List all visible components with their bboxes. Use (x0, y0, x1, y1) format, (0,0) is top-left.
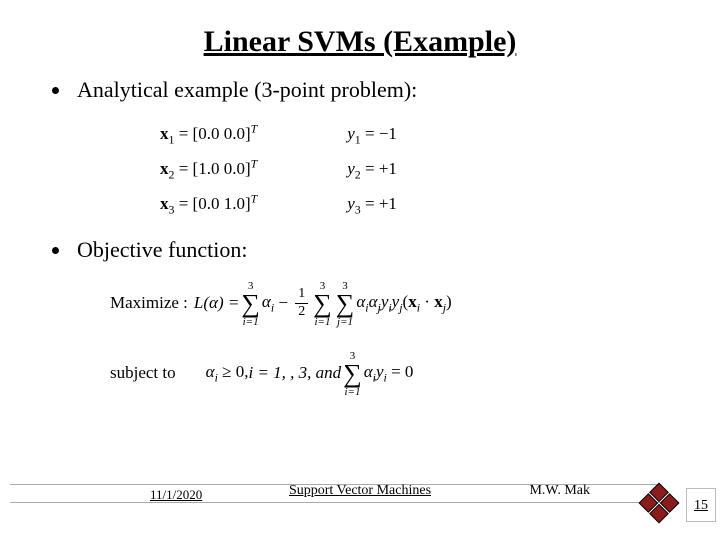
logo-icon (636, 480, 682, 526)
objective-block: Maximize : L(α) = 3∑i=1 αi − 12 3∑i=1 3∑… (110, 281, 680, 397)
bullet-dot-icon (52, 87, 59, 94)
sum-term: αiαjyiyj(xi · xj) (356, 292, 451, 315)
sigma-icon: 3∑i=1 (343, 351, 362, 397)
half-frac: 12 (295, 286, 308, 321)
footer-center: Support Vector Machines (0, 483, 720, 499)
footer-author: M.W. Mak (529, 483, 590, 499)
bullet-1-text: Analytical example (3-point problem): (77, 77, 417, 103)
maximize-row: Maximize : L(α) = 3∑i=1 αi − 12 3∑i=1 3∑… (110, 281, 680, 327)
L-alpha: L(α) = (194, 293, 239, 313)
minus: − (274, 293, 292, 313)
point-row-3: x3 = [0.0 1.0]T y3 = +1 (160, 187, 680, 222)
constraint-3: αiyi = 0 (364, 362, 414, 385)
page-number: 15 (686, 488, 716, 522)
subject-to-row: subject to αi ≥ 0, i = 1, , 3, and 3∑i=1… (110, 351, 680, 397)
footer-rule-icon (10, 502, 660, 503)
points-block: x1 = [0.0 0.0]T y1 = −1 x2 = [1.0 0.0]T … (160, 117, 680, 223)
y1: y1 = −1 (347, 117, 397, 152)
footer: 11/1/2020 Support Vector Machines M.W. M… (0, 480, 720, 514)
sigma-icon: 3∑j=1 (336, 281, 355, 327)
sigma-icon: 3∑i=1 (241, 281, 260, 327)
point-row-2: x2 = [1.0 0.0]T y2 = +1 (160, 152, 680, 187)
x2: x2 = [1.0 0.0]T (160, 152, 257, 187)
slide: Linear SVMs (Example) Analytical example… (0, 0, 720, 540)
slide-title: Linear SVMs (Example) (40, 25, 680, 59)
y2: y2 = +1 (347, 152, 397, 187)
bullet-2: Objective function: (52, 237, 680, 263)
constraint-1: αi ≥ 0, (206, 362, 249, 385)
subject-label: subject to (110, 363, 176, 383)
y3: y3 = +1 (347, 187, 397, 222)
x3: x3 = [0.0 1.0]T (160, 187, 257, 222)
bullet-dot-icon (52, 247, 59, 254)
bullet-1: Analytical example (3-point problem): (52, 77, 680, 103)
x1: x1 = [0.0 0.0]T (160, 117, 257, 152)
sigma-icon: 3∑i=1 (313, 281, 332, 327)
bullet-2-text: Objective function: (77, 237, 247, 263)
maximize-label: Maximize : (110, 293, 188, 313)
point-row-1: x1 = [0.0 0.0]T y1 = −1 (160, 117, 680, 152)
alpha-i: αi (262, 292, 274, 315)
constraint-2: i = 1, , 3, and (248, 363, 341, 383)
